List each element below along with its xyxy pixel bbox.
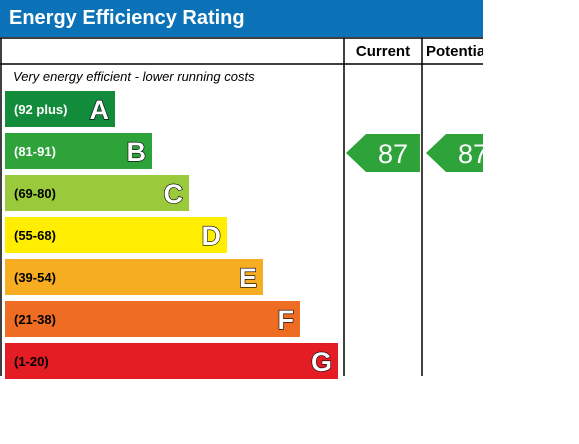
band-range-label: (39-54): [14, 270, 56, 285]
band-a: (92 plus) A: [5, 91, 115, 127]
band-letter-label: G: [311, 347, 332, 377]
band-bar-e: [5, 259, 263, 295]
top-note: Very energy efficient - lower running co…: [13, 69, 255, 84]
band-b: (81-91) B: [5, 133, 152, 169]
band-letter-label: F: [278, 305, 295, 335]
band-letter-label: D: [202, 221, 222, 251]
band-d: (55-68) D: [5, 217, 227, 253]
column-header-potential: Potential: [426, 43, 489, 60]
band-e: (39-54) E: [5, 259, 263, 295]
title-bar: [0, 0, 483, 37]
band-g: (1-20) G: [5, 343, 338, 379]
current-arrow: 87: [346, 134, 420, 172]
current-value-label: 87: [378, 139, 408, 169]
rating-arrows: 87 87: [346, 134, 488, 172]
band-bar-b: [5, 133, 152, 169]
band-letter-label: C: [164, 179, 184, 209]
potential-arrow: 87: [426, 134, 488, 172]
band-letter-label: B: [127, 137, 147, 167]
grid-lines: [0, 37, 483, 376]
band-bar-g: [5, 343, 338, 379]
band-range-label: (69-80): [14, 186, 56, 201]
band-bar-a: [5, 91, 115, 127]
band-range-label: (92 plus): [14, 102, 67, 117]
band-range-label: (1-20): [14, 354, 49, 369]
chart-title: Energy Efficiency Rating: [9, 7, 245, 29]
column-header-current: Current: [356, 43, 410, 60]
band-range-label: (21-38): [14, 312, 56, 327]
band-letter-label: E: [239, 263, 257, 293]
band-bar-d: [5, 217, 227, 253]
band-bar-c: [5, 175, 189, 211]
band-letter-label: A: [90, 95, 110, 125]
potential-value-label: 87: [458, 139, 488, 169]
band-range-label: (55-68): [14, 228, 56, 243]
rating-bands: (92 plus) A (81-91) B (69-80) C (55-68) D (39-54…: [5, 91, 338, 379]
band-bar-f: [5, 301, 300, 337]
band-f: (21-38) F: [5, 301, 300, 337]
potential-arrow-shape: [426, 134, 483, 172]
band-c: (69-80) C: [5, 175, 189, 211]
band-range-label: (81-91): [14, 144, 56, 159]
current-arrow-shape: [346, 134, 420, 172]
